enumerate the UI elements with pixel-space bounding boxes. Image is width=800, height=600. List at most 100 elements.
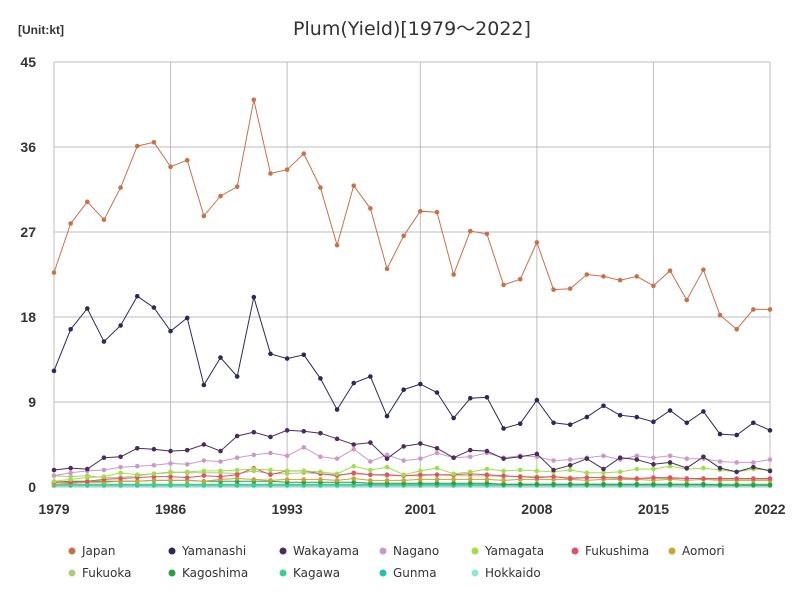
data-point xyxy=(368,206,373,211)
data-point xyxy=(384,452,390,458)
data-point xyxy=(418,477,423,482)
legend-marker xyxy=(168,569,176,577)
data-point xyxy=(401,387,406,393)
data-point xyxy=(301,468,307,474)
data-point xyxy=(567,457,573,462)
data-point xyxy=(368,440,373,445)
legend-label: Kagoshima xyxy=(182,566,248,580)
data-point xyxy=(467,480,473,486)
legend-item-yamagata: Yamagata xyxy=(471,544,544,558)
data-point xyxy=(68,326,73,332)
data-point xyxy=(684,481,690,487)
data-point xyxy=(401,233,406,239)
data-point xyxy=(301,428,307,434)
data-point xyxy=(567,481,573,487)
data-point xyxy=(617,469,623,475)
data-point xyxy=(634,481,640,487)
x-tick-label: 2001 xyxy=(405,501,436,517)
data-point xyxy=(201,442,207,447)
y-tick-label: 18 xyxy=(20,309,36,325)
data-point xyxy=(368,467,373,473)
data-point xyxy=(368,459,373,464)
legend-item-kagoshima: Kagoshima xyxy=(168,566,248,580)
data-point xyxy=(767,307,773,312)
series-japan xyxy=(51,97,773,332)
data-point xyxy=(168,448,173,454)
data-point xyxy=(584,272,590,277)
data-point xyxy=(201,473,207,478)
x-tick-label: 1979 xyxy=(38,501,69,517)
data-point xyxy=(418,468,423,474)
legend-label: Aomori xyxy=(682,544,725,558)
data-point xyxy=(701,465,706,471)
data-point xyxy=(201,213,207,219)
data-point xyxy=(501,282,506,288)
data-point xyxy=(517,467,523,473)
y-tick-label: 9 xyxy=(28,394,36,410)
data-point xyxy=(134,463,140,469)
data-point xyxy=(318,376,323,381)
legend-marker xyxy=(279,547,287,555)
legend-label: Fukuoka xyxy=(82,566,131,580)
data-point xyxy=(301,352,307,358)
data-point xyxy=(551,420,556,426)
legend-item-aomori: Aomori xyxy=(668,544,725,558)
data-point xyxy=(418,456,423,461)
data-point xyxy=(168,481,173,487)
data-point xyxy=(651,475,656,480)
data-point xyxy=(751,482,756,488)
data-point xyxy=(667,463,673,469)
data-point xyxy=(684,456,690,461)
data-point xyxy=(434,390,440,395)
data-point xyxy=(384,464,390,470)
data-point xyxy=(701,454,706,460)
data-point xyxy=(418,480,423,486)
data-point xyxy=(234,433,240,439)
data-point xyxy=(551,467,556,473)
data-point xyxy=(101,339,107,344)
data-point xyxy=(751,464,756,470)
data-point xyxy=(384,456,390,461)
data-point xyxy=(734,469,739,475)
data-point xyxy=(451,477,456,482)
data-point xyxy=(151,471,157,477)
data-point xyxy=(151,446,157,452)
data-point xyxy=(734,326,739,332)
data-point xyxy=(134,293,140,299)
data-point xyxy=(251,466,257,472)
data-point xyxy=(634,466,640,472)
data-point xyxy=(318,477,323,482)
data-point xyxy=(451,272,456,277)
data-point xyxy=(134,445,140,451)
data-point xyxy=(351,479,357,485)
legend-item-fukushima: Fukushima xyxy=(571,544,649,558)
legend-label: Kagawa xyxy=(293,566,340,580)
data-point xyxy=(584,481,590,487)
data-point xyxy=(651,419,656,425)
data-point xyxy=(251,97,257,103)
data-point xyxy=(334,407,340,412)
data-point xyxy=(284,356,290,361)
y-tick-label: 0 xyxy=(28,479,36,495)
data-point xyxy=(601,470,606,476)
grid xyxy=(53,61,771,488)
data-point xyxy=(534,397,540,403)
data-point xyxy=(334,242,340,248)
data-point xyxy=(617,412,623,418)
data-point xyxy=(401,444,406,449)
data-point xyxy=(667,460,673,465)
data-point xyxy=(184,447,190,453)
legend-item-gunma: Gunma xyxy=(379,566,437,580)
data-point xyxy=(751,476,756,481)
data-point xyxy=(368,478,373,483)
y-axis-ticks: 0 9 18 27 36 45 xyxy=(20,54,36,495)
x-tick-label: 2015 xyxy=(638,501,669,517)
legend-item-kagawa: Kagawa xyxy=(279,566,340,580)
data-point xyxy=(584,475,590,480)
data-point xyxy=(68,221,73,226)
data-point xyxy=(418,472,423,478)
data-point xyxy=(467,395,473,401)
data-point xyxy=(701,267,706,273)
data-point xyxy=(684,465,690,471)
legend-label: Gunma xyxy=(393,566,437,580)
